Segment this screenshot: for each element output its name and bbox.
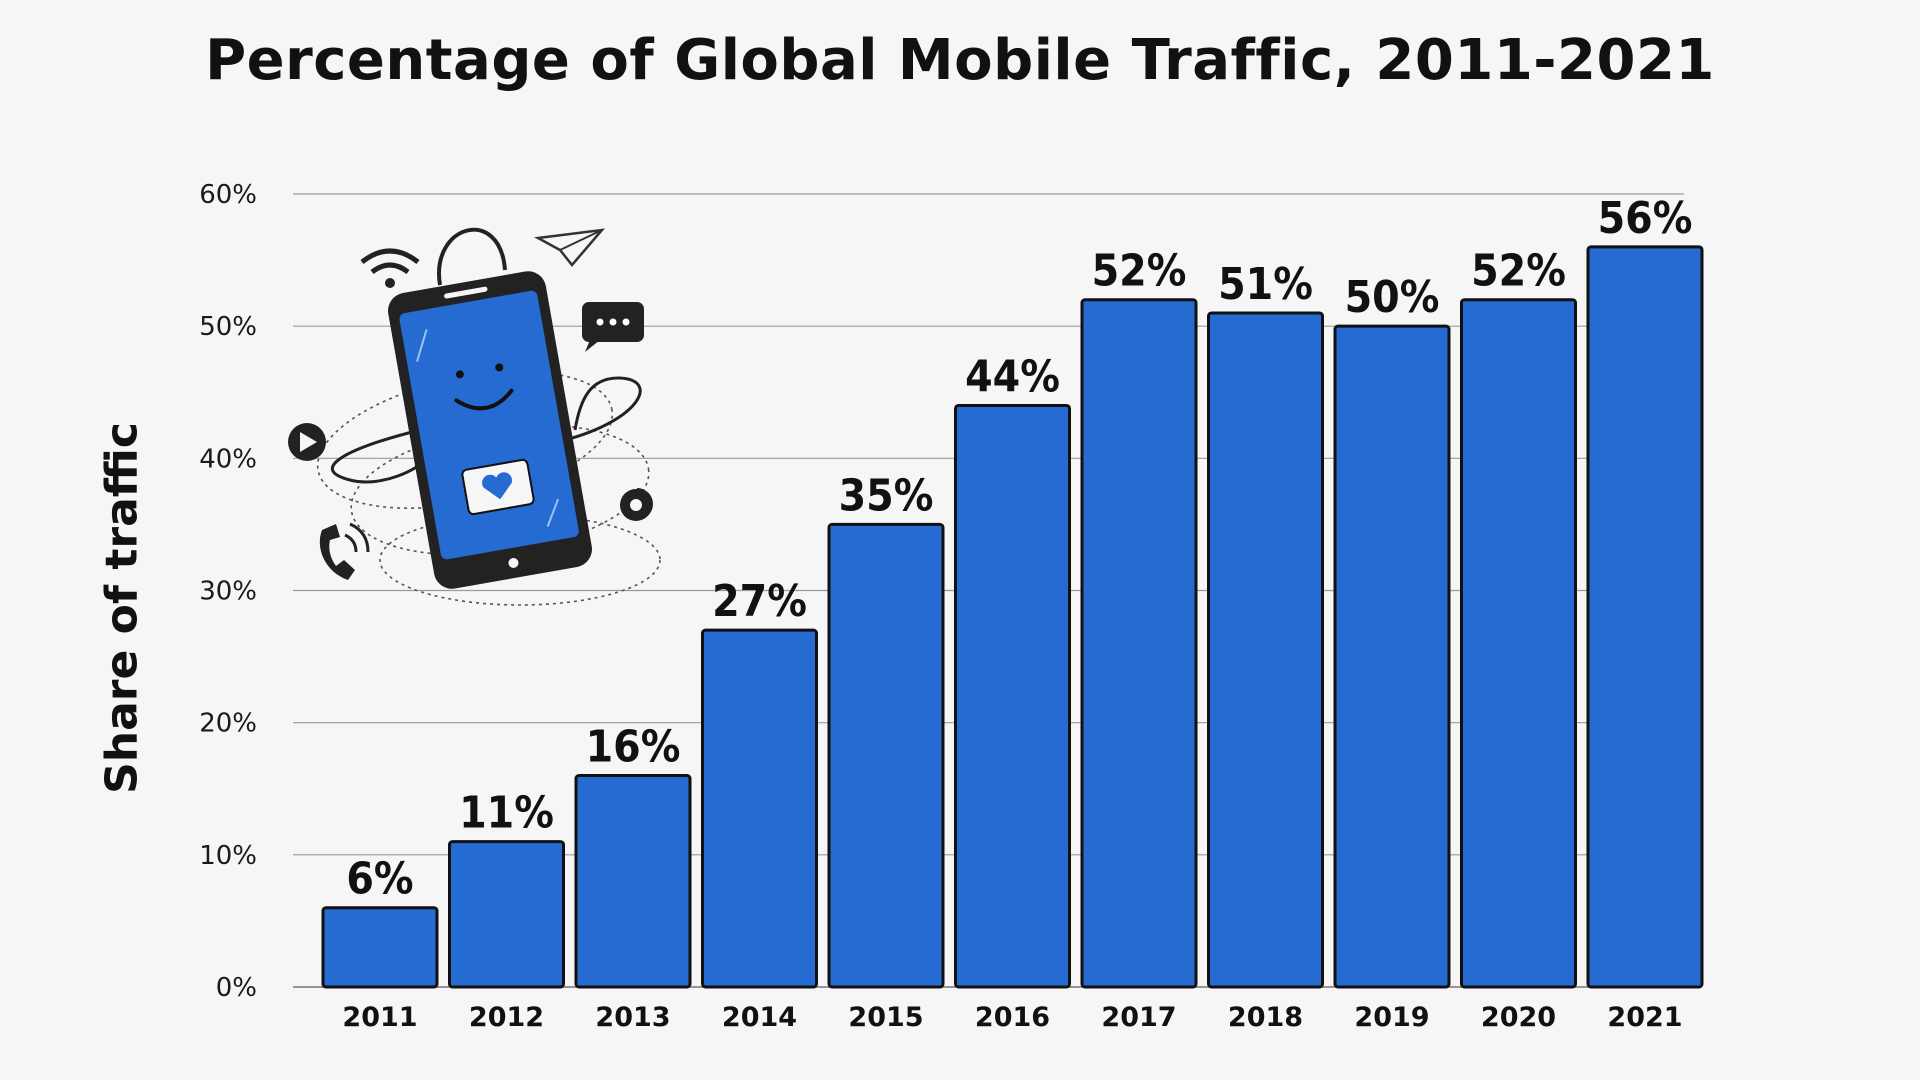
data-label: 50% — [1345, 272, 1440, 323]
bar-2016 — [954, 403, 1071, 989]
bar-2021 — [1586, 245, 1704, 989]
data-labels: 6% 11% 16% 27% 35% 44% 52% 51% 50% 52% 56% — [346, 193, 1692, 905]
bar-2017 — [1080, 298, 1198, 989]
y-tick-label: 0% — [216, 973, 257, 1003]
data-label: 27% — [712, 576, 807, 627]
data-label: 51% — [1218, 259, 1313, 310]
x-tick-label: 2019 — [1354, 1002, 1429, 1033]
y-axis-ticks: 0% 10% 20% 30% 40% 50% 60% — [199, 180, 257, 1003]
x-tick-label: 2012 — [469, 1002, 544, 1033]
bar-2015 — [827, 522, 945, 989]
bar-2019 — [1333, 324, 1451, 989]
x-tick-label: 2011 — [342, 1002, 417, 1033]
data-label: 52% — [1471, 246, 1566, 297]
data-label: 35% — [839, 470, 934, 521]
data-label: 56% — [1598, 193, 1693, 244]
x-tick-label: 2018 — [1228, 1002, 1303, 1033]
bar-2012 — [448, 840, 565, 989]
chart-title: Percentage of Global Mobile Traffic, 201… — [205, 28, 1715, 93]
data-label: 6% — [346, 854, 413, 905]
y-tick-label: 60% — [199, 180, 257, 210]
y-tick-label: 50% — [199, 312, 257, 342]
y-tick-label: 40% — [199, 444, 257, 474]
y-tick-label: 20% — [199, 709, 257, 739]
bar-2020 — [1460, 298, 1577, 989]
y-tick-label: 10% — [199, 841, 257, 871]
x-axis-ticks: 2011 2012 2013 2014 2015 2016 2017 2018 2019 2020… — [342, 1002, 1682, 1033]
x-tick-label: 2015 — [848, 1002, 923, 1033]
smartphone-icon — [288, 227, 661, 606]
bars — [321, 245, 1704, 989]
bar-2013 — [574, 774, 692, 989]
data-label: 16% — [586, 722, 681, 773]
x-tick-label: 2017 — [1101, 1002, 1176, 1033]
y-tick-label: 30% — [199, 577, 257, 607]
data-label: 11% — [459, 788, 554, 839]
bar-2014 — [701, 628, 818, 989]
x-tick-label: 2014 — [722, 1002, 797, 1033]
x-tick-label: 2021 — [1607, 1002, 1682, 1033]
x-tick-label: 2020 — [1481, 1002, 1556, 1033]
bar-2011 — [321, 906, 439, 989]
bar-2018 — [1207, 311, 1324, 989]
data-label: 44% — [965, 351, 1060, 402]
x-tick-label: 2016 — [975, 1002, 1050, 1033]
x-tick-label: 2013 — [595, 1002, 670, 1033]
data-label: 52% — [1092, 246, 1187, 297]
